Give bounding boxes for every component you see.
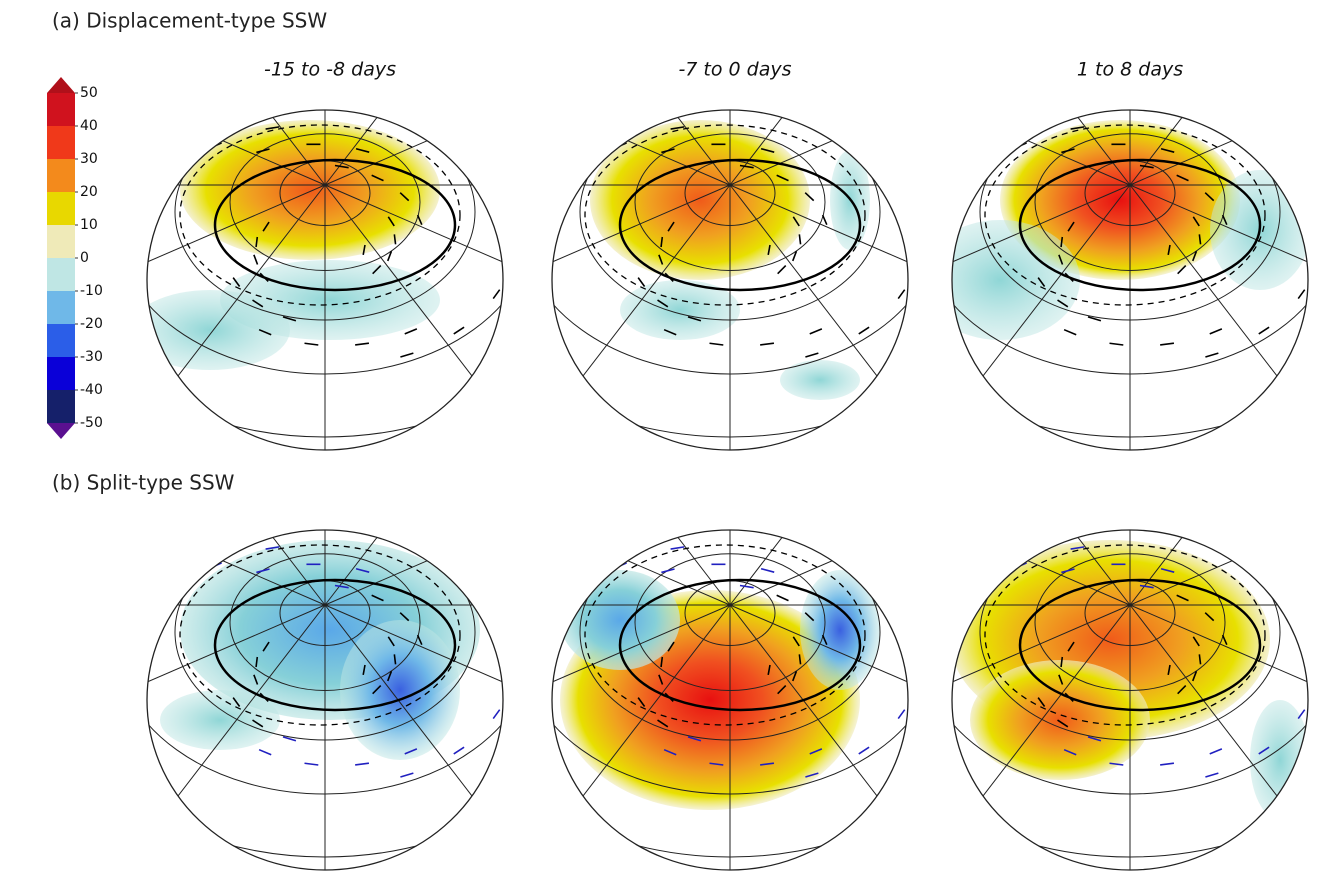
flux-arrow <box>945 633 949 643</box>
colorbar-band <box>47 258 75 292</box>
colorbar-band <box>47 324 75 358</box>
colorbar-label: 10 <box>80 217 98 233</box>
anomaly-field <box>130 290 290 370</box>
flux-arrow <box>945 213 949 223</box>
colorbar-label: 30 <box>80 151 98 167</box>
colorbar-label: 0 <box>80 250 89 266</box>
anomaly-field <box>1250 700 1310 820</box>
colorbar-label: -50 <box>80 415 103 431</box>
colorbar-label: 50 <box>80 85 98 101</box>
colorbar-label: 20 <box>80 184 98 200</box>
panel-title: (b) Split-type SSW <box>52 471 235 495</box>
anomaly-field <box>560 570 680 670</box>
flux-arrow <box>140 213 144 223</box>
flux-arrow <box>571 172 580 180</box>
flux-arrow <box>166 172 175 180</box>
column-title: -7 to 0 days <box>678 59 791 81</box>
colorbar-label: -10 <box>80 283 103 299</box>
anomaly-field <box>780 360 860 400</box>
colorbar-label: 40 <box>80 118 98 134</box>
flux-arrow <box>571 592 580 600</box>
anomaly-field <box>340 620 460 760</box>
column-title: 1 to 8 days <box>1077 59 1183 81</box>
anomaly-field <box>920 220 1080 340</box>
flux-arrow <box>971 172 980 180</box>
panel-title: (a) Displacement-type SSW <box>52 9 327 33</box>
column-title: -15 to -8 days <box>264 59 396 81</box>
colorbar-label: -40 <box>80 382 103 398</box>
flux-arrow <box>545 633 549 643</box>
colorbar-label: -20 <box>80 316 103 332</box>
colorbar-band <box>47 93 75 127</box>
colorbar-band <box>47 225 75 259</box>
colorbar-band <box>47 192 75 226</box>
colorbar-band <box>47 357 75 391</box>
flux-arrow <box>545 213 549 223</box>
colorbar-cap <box>47 423 75 439</box>
colorbar-band <box>47 390 75 424</box>
colorbar-band <box>47 291 75 325</box>
colorbar-band <box>47 159 75 193</box>
colorbar-band <box>47 126 75 160</box>
colorbar-label: -30 <box>80 349 103 365</box>
flux-arrow <box>140 633 144 643</box>
colorbar-cap <box>47 77 75 93</box>
flux-arrow <box>166 592 175 600</box>
flux-arrow <box>971 592 980 600</box>
